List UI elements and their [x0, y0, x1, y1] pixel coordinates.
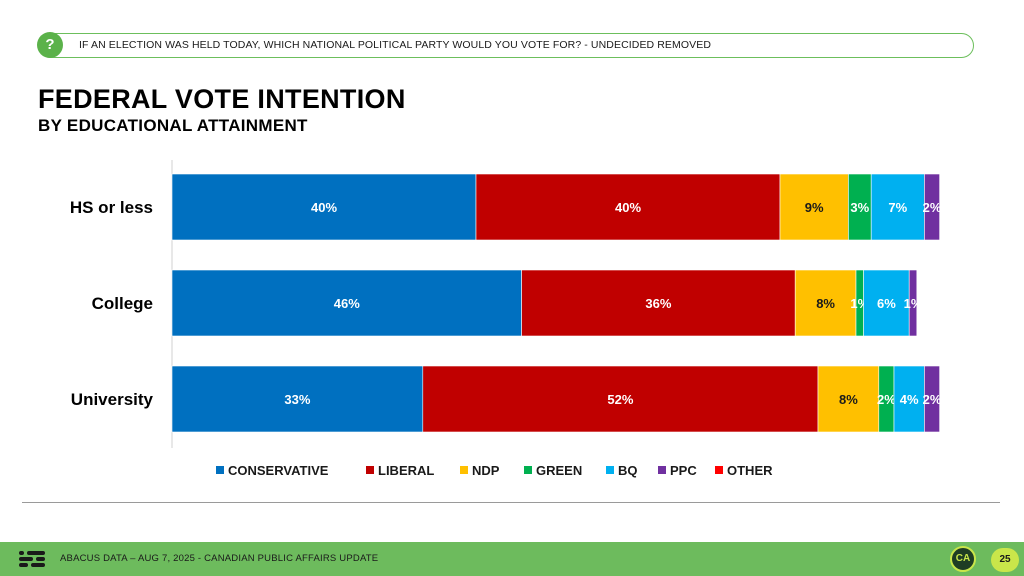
bar-segment: [893, 365, 925, 433]
survey-question: IF AN ELECTION WAS HELD TODAY, WHICH NAT…: [79, 39, 712, 51]
bar-segment: [171, 365, 424, 433]
data-label: 40%: [311, 200, 337, 215]
data-label: 8%: [839, 392, 858, 407]
data-label: 6%: [877, 296, 896, 311]
page-title: FEDERAL VOTE INTENTION: [38, 84, 406, 114]
legend-swatch: [658, 466, 666, 474]
bar-segment: [817, 365, 880, 433]
legend-swatch: [366, 466, 374, 474]
legend-label: LIBERAL: [378, 463, 434, 478]
question-banner: ? IF AN ELECTION WAS HELD TODAY, WHICH N…: [37, 32, 974, 58]
legend-label: OTHER: [727, 463, 773, 478]
bar-segment: [908, 269, 918, 337]
question-mark-icon: ?: [37, 32, 63, 58]
data-label: 9%: [805, 200, 824, 215]
footer-text: ABACUS DATA – AUG 7, 2025 - CANADIAN PUB…: [60, 553, 379, 564]
data-label: 4%: [900, 392, 919, 407]
data-label: 33%: [284, 392, 310, 407]
footer-bar: ABACUS DATA – AUG 7, 2025 - CANADIAN PUB…: [0, 542, 1024, 576]
legend-swatch: [216, 466, 224, 474]
bar-segment: [794, 269, 857, 337]
legend-label: BQ: [618, 463, 638, 478]
page-number: 25: [991, 548, 1019, 572]
data-label: 3%: [850, 200, 869, 215]
data-label: 2%: [877, 392, 896, 407]
bar-segment: [422, 365, 819, 433]
category-label: College: [92, 294, 153, 313]
legend-label: NDP: [472, 463, 500, 478]
data-label: 40%: [615, 200, 641, 215]
data-label: 7%: [888, 200, 907, 215]
data-label: 2%: [923, 392, 942, 407]
legend-label: GREEN: [536, 463, 582, 478]
vote-intention-chart: HS or less 40% 40% 9% 3% 7% 2% College 46% 36% 8% 1…: [70, 160, 942, 478]
bar-segment: [863, 269, 910, 337]
bar-segment: [924, 173, 940, 241]
bar-segment: [521, 269, 796, 337]
bar-segment: [475, 173, 781, 241]
category-label: University: [71, 390, 154, 409]
bar-segment: [779, 173, 849, 241]
footer-divider: [22, 502, 1000, 503]
legend-label: CONSERVATIVE: [228, 463, 329, 478]
legend-swatch: [715, 466, 723, 474]
bar-segment: [870, 173, 925, 241]
data-label: 1%: [904, 296, 923, 311]
data-label: 46%: [334, 296, 360, 311]
bar-segment: [171, 173, 477, 241]
page-subtitle: BY EDUCATIONAL ATTAINMENT: [38, 116, 308, 135]
legend-swatch: [524, 466, 532, 474]
bar-segment: [924, 365, 940, 433]
legend-label: PPC: [670, 463, 697, 478]
category-label: HS or less: [70, 198, 153, 217]
abacus-logo-icon: [19, 551, 45, 567]
legend-swatch: [606, 466, 614, 474]
data-label: 2%: [923, 200, 942, 215]
data-label: 52%: [607, 392, 633, 407]
legend-swatch: [460, 466, 468, 474]
data-label: 36%: [645, 296, 671, 311]
ca-badge-icon: CA: [950, 546, 976, 572]
data-label: 8%: [816, 296, 835, 311]
